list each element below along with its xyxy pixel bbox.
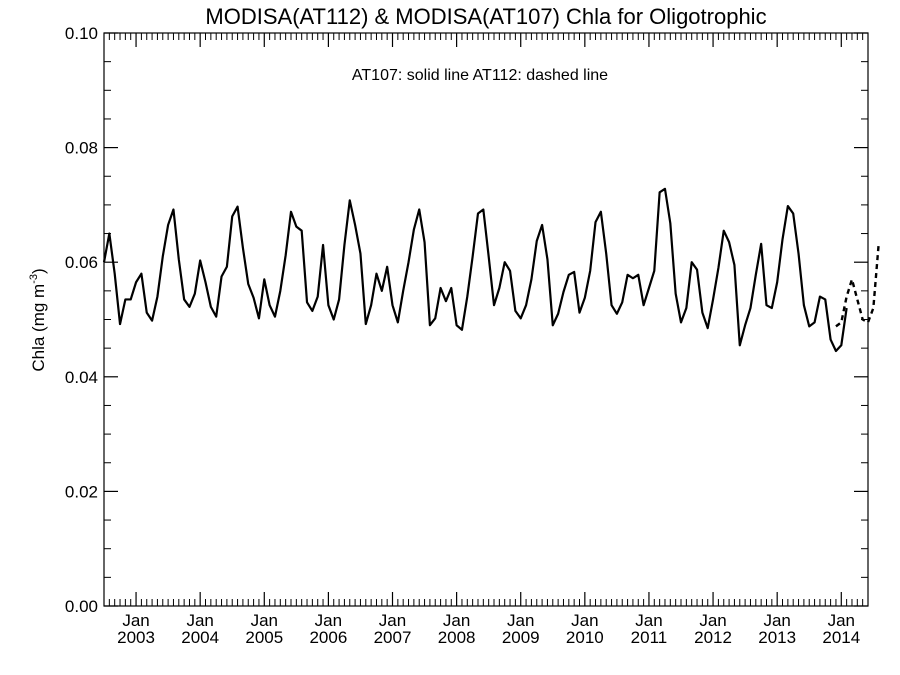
y-axis-ticks: 0.00 0.02 0.04 0.06 0.08 0.10 — [65, 24, 868, 616]
y-tick-label: 0.06 — [65, 253, 98, 272]
x-tick-year-label: 2014 — [822, 628, 860, 647]
x-tick-year-label: 2010 — [566, 628, 604, 647]
x-tick-month-label: Jan — [379, 611, 406, 630]
x-tick-month-label: Jan — [635, 611, 662, 630]
x-tick-year-label: 2008 — [438, 628, 476, 647]
x-tick-year-label: 2007 — [374, 628, 412, 647]
x-tick-month-label: Jan — [828, 611, 855, 630]
x-tick-month-label: Jan — [186, 611, 213, 630]
y-tick-label: 0.02 — [65, 482, 98, 501]
x-tick-month-label: Jan — [122, 611, 149, 630]
chart-title: MODISA(AT112) & MODISA(AT107) Chla for O… — [205, 4, 766, 29]
series-lines — [102, 187, 880, 353]
y-tick-label: 0.00 — [65, 597, 98, 616]
x-tick-year-label: 2013 — [758, 628, 796, 647]
x-tick-year-label: 2012 — [694, 628, 732, 647]
x-tick-month-label: Jan — [315, 611, 342, 630]
x-tick-month-label: Jan — [251, 611, 278, 630]
legend-annotation: AT107: solid line AT112: dashed line — [352, 67, 608, 84]
x-axis-ticks: Jan2003Jan2004Jan2005Jan2006Jan2007Jan20… — [103, 33, 869, 647]
y-axis-label: Chla (mg m-3) — [28, 268, 48, 371]
series-line-at112 — [835, 243, 880, 328]
x-tick-month-label: Jan — [763, 611, 790, 630]
y-axis-label-close: ) — [29, 268, 48, 274]
y-tick-label: 0.04 — [65, 368, 98, 387]
x-tick-month-label: Jan — [571, 611, 598, 630]
x-tick-year-label: 2003 — [117, 628, 155, 647]
x-tick-year-label: 2009 — [502, 628, 540, 647]
x-tick-month-label: Jan — [507, 611, 534, 630]
x-tick-month-label: Jan — [443, 611, 470, 630]
x-tick-year-label: 2005 — [245, 628, 283, 647]
y-axis-label-superscript: -3 — [28, 274, 40, 284]
x-tick-year-label: 2011 — [631, 628, 668, 647]
x-tick-month-label: Jan — [699, 611, 726, 630]
x-tick-year-label: 2004 — [181, 628, 219, 647]
plot-frame — [103, 32, 869, 607]
y-tick-label: 0.08 — [65, 139, 98, 158]
y-axis-label-main: Chla (mg m — [29, 284, 48, 372]
series-line-at107 — [102, 187, 848, 353]
y-tick-label: 0.10 — [65, 24, 98, 43]
x-tick-year-label: 2006 — [309, 628, 347, 647]
